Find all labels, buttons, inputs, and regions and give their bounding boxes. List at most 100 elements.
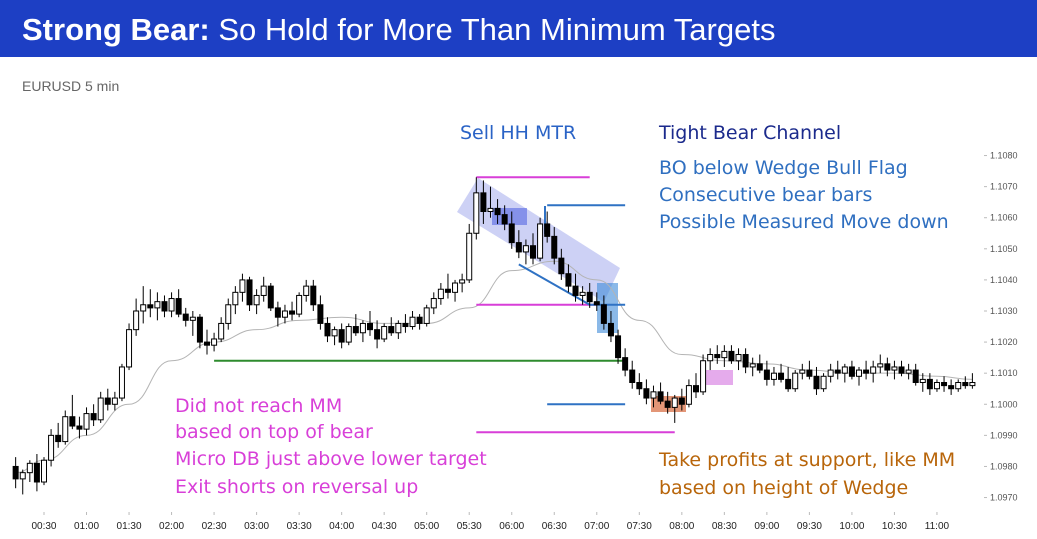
candle-body: [678, 397, 685, 405]
candle-body: [629, 369, 636, 384]
candle-body: [281, 310, 288, 318]
candle-body: [756, 363, 763, 371]
candle-body: [707, 354, 714, 362]
candle-body: [267, 285, 274, 309]
candle-body: [239, 279, 246, 293]
candle-body: [586, 291, 593, 303]
candle-body: [600, 304, 607, 324]
x-tick-label: 11:00: [925, 521, 950, 532]
candle-body: [48, 434, 55, 461]
y-tick-label: 1.1080: [990, 151, 1018, 161]
annotation: based on top of bear: [175, 421, 373, 443]
candle-body: [246, 279, 253, 306]
candle-body: [919, 378, 926, 384]
annotation: Exit shorts on reversal up: [175, 476, 418, 498]
candle-body: [912, 369, 919, 384]
subtitle: EURUSD 5 min: [22, 78, 119, 94]
candle-body: [537, 223, 544, 259]
y-tick-label: 1.1040: [990, 275, 1018, 285]
candle-body: [211, 338, 218, 346]
annotation: Possible Measured Move down: [659, 211, 949, 233]
x-tick-label: 01:30: [117, 521, 142, 532]
y-tick-label: 1.1070: [990, 182, 1018, 192]
x-tick-label: 06:00: [499, 521, 524, 532]
y-tick-label: 1.1030: [990, 306, 1018, 316]
annotation: Did not reach MM: [175, 395, 342, 417]
candle-body: [97, 397, 104, 421]
candle-body: [444, 288, 451, 293]
candle-body: [175, 298, 182, 315]
candle-body: [409, 316, 416, 328]
candle-body: [728, 350, 735, 362]
y-tick-label: 1.1050: [990, 244, 1018, 254]
candle-body: [189, 316, 196, 321]
y-tick-label: 1.0980: [990, 461, 1018, 471]
candle-body: [133, 310, 140, 331]
candle-body: [806, 369, 813, 377]
candle-body: [785, 378, 792, 390]
candle-body: [955, 382, 962, 390]
candle-body: [303, 285, 310, 296]
candle-body: [289, 310, 296, 315]
x-tick-label: 05:00: [414, 521, 439, 532]
candle-body: [452, 282, 459, 293]
candle-body: [374, 329, 381, 340]
candle-body: [841, 366, 848, 374]
candle-body: [310, 285, 317, 306]
candle-body: [253, 294, 260, 306]
candle-body: [161, 301, 168, 312]
x-tick-label: 03:30: [287, 521, 312, 532]
candle-body: [126, 329, 133, 368]
annotations: Sell HH MTR Tight Bear Channel BO below …: [175, 122, 955, 499]
candle-body: [969, 382, 976, 387]
candle-body: [62, 416, 69, 443]
x-tick-label: 09:30: [797, 521, 822, 532]
candle-body: [870, 366, 877, 374]
candle-body: [423, 307, 430, 324]
title-text: So Hold for More Than Minimum Targets: [218, 12, 775, 47]
candle-body: [607, 322, 614, 337]
candle-body: [799, 369, 806, 374]
candle-body: [76, 425, 83, 430]
candle-body: [196, 316, 203, 343]
candle-body: [104, 397, 111, 405]
x-tick-label: 10:00: [839, 521, 864, 532]
annotation: BO below Wedge Bull Flag: [659, 157, 908, 179]
candle-body: [685, 385, 692, 405]
candle-body: [926, 378, 933, 390]
candle-body: [700, 360, 707, 393]
candle-body: [40, 459, 47, 483]
candle-body: [345, 326, 352, 343]
candle-body: [317, 304, 324, 324]
candle-body: [508, 223, 515, 244]
candle-body: [941, 382, 948, 387]
candle-body: [225, 304, 232, 324]
candle-body: [933, 382, 940, 390]
x-tick-label: 06:30: [542, 521, 567, 532]
x-tick-label: 00:30: [31, 521, 56, 532]
highlight-box: [700, 370, 733, 385]
candle-body: [579, 291, 586, 296]
candle-body: [834, 369, 841, 374]
candle-body: [218, 322, 225, 340]
candle-body: [182, 313, 189, 321]
candle-body: [55, 434, 62, 443]
x-tick-label: 02:00: [159, 521, 184, 532]
y-tick-label: 1.1020: [990, 337, 1018, 347]
candle-body: [565, 273, 572, 287]
candle-body: [26, 462, 33, 474]
y-tick-label: 1.0990: [990, 430, 1018, 440]
candle-body: [657, 391, 664, 402]
candle-body: [324, 322, 331, 337]
candle-body: [83, 413, 90, 430]
candle-body: [487, 207, 494, 213]
plot: 1.0970 1.0980 1.0990 1.1000 1.1010 1.1020 1.10…: [12, 151, 1018, 532]
candle-body: [140, 304, 147, 312]
chart-title: Strong Bear: So Hold for More Than Minim…: [22, 12, 775, 47]
candle-body: [111, 397, 118, 405]
candle-body: [494, 207, 501, 216]
annotation: Sell HH MTR: [460, 122, 576, 144]
candle-body: [367, 322, 373, 331]
candle-body: [770, 372, 777, 380]
